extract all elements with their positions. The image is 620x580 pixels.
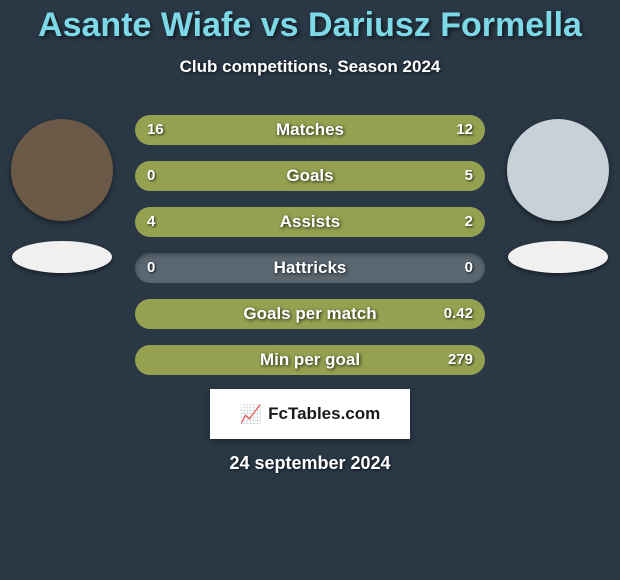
stat-value-right: 279 bbox=[448, 345, 473, 375]
player-left-column bbox=[11, 119, 113, 273]
stat-label: Goals bbox=[135, 161, 485, 191]
stat-bar: 0Goals5 bbox=[135, 161, 485, 191]
player-left-team-logo bbox=[12, 241, 112, 273]
stat-bar: Goals per match0.42 bbox=[135, 299, 485, 329]
subtitle: Club competitions, Season 2024 bbox=[0, 57, 620, 77]
page-title: Asante Wiafe vs Dariusz Formella bbox=[0, 6, 620, 45]
player-left-avatar bbox=[11, 119, 113, 221]
comparison-row: 16Matches120Goals54Assists20Hattricks0Go… bbox=[0, 115, 620, 375]
stat-label: Matches bbox=[135, 115, 485, 145]
stat-label: Hattricks bbox=[135, 253, 485, 283]
comparison-card: Asante Wiafe vs Dariusz Formella Club co… bbox=[0, 0, 620, 580]
watermark: 📈 FcTables.com bbox=[210, 389, 410, 439]
date-label: 24 september 2024 bbox=[0, 453, 620, 474]
stat-label: Min per goal bbox=[135, 345, 485, 375]
stat-value-right: 0.42 bbox=[444, 299, 473, 329]
stat-bar: 4Assists2 bbox=[135, 207, 485, 237]
stat-value-right: 5 bbox=[465, 161, 473, 191]
stat-value-right: 0 bbox=[465, 253, 473, 283]
player-right-avatar bbox=[507, 119, 609, 221]
stat-bar: 0Hattricks0 bbox=[135, 253, 485, 283]
chart-icon: 📈 bbox=[240, 404, 262, 425]
stat-bar: 16Matches12 bbox=[135, 115, 485, 145]
stat-bars: 16Matches120Goals54Assists20Hattricks0Go… bbox=[135, 115, 485, 375]
player-right-column bbox=[507, 119, 609, 273]
stat-label: Assists bbox=[135, 207, 485, 237]
stat-value-right: 2 bbox=[465, 207, 473, 237]
stat-label: Goals per match bbox=[135, 299, 485, 329]
watermark-text: FcTables.com bbox=[268, 404, 380, 424]
stat-value-right: 12 bbox=[456, 115, 473, 145]
player-right-team-logo bbox=[508, 241, 608, 273]
stat-bar: Min per goal279 bbox=[135, 345, 485, 375]
